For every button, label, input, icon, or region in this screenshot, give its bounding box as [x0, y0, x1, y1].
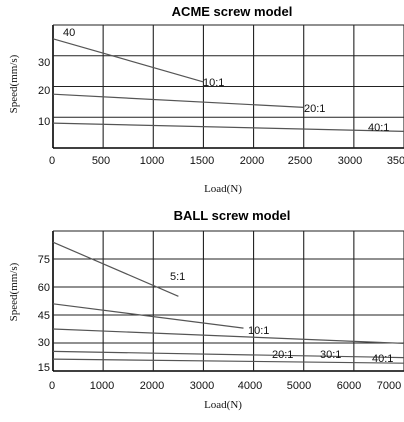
ball-x-tick-6000: 6000	[337, 380, 361, 392]
acme-y-tick-10: 10	[38, 116, 50, 128]
ball-series-line-5	[52, 358, 404, 364]
ball-y-tick-75: 75	[38, 254, 50, 266]
ball-series-group	[52, 241, 404, 364]
acme-x-tick-3000: 3000	[338, 155, 362, 167]
acme-gridlines	[53, 24, 404, 148]
acme-y-tick-20: 20	[38, 85, 50, 97]
acme-x-tick-2500: 2500	[288, 155, 312, 167]
acme-series-group	[52, 38, 404, 132]
ball-y-tick-30: 30	[38, 337, 50, 349]
ball-x-tick-0: 0	[49, 380, 55, 392]
ball-chart-title: BALL screw model	[174, 208, 291, 223]
ball-chart: BALL screw model Speed(mm/s) Load(N) 75 …	[8, 208, 404, 411]
ball-series-label-40-1: 40:1	[372, 353, 393, 365]
ball-y-tick-15: 15	[38, 362, 50, 374]
ball-series-line-1	[52, 241, 179, 297]
ball-series-label-5-1: 5:1	[170, 271, 185, 283]
acme-series-line-1	[52, 38, 204, 83]
acme-x-tick-1000: 1000	[140, 155, 164, 167]
ball-gridlines	[53, 230, 404, 371]
acme-series-label-40-1: 40:1	[368, 122, 389, 134]
ball-y-axis-label: Speed(mm/s)	[8, 262, 20, 321]
ball-series-label-10-1: 10:1	[248, 325, 269, 337]
acme-x-tick-500: 500	[92, 155, 110, 167]
acme-series-label-10-1: 10:1	[203, 77, 224, 89]
acme-x-tick-1500: 1500	[190, 155, 214, 167]
acme-x-tick-2000: 2000	[240, 155, 264, 167]
ball-y-tick-60: 60	[38, 282, 50, 294]
acme-series-line-2	[52, 93, 304, 108]
acme-y-tick-40: 40	[63, 27, 75, 39]
ball-x-tick-3000: 3000	[190, 380, 214, 392]
acme-chart-title: ACME screw model	[172, 4, 293, 19]
acme-y-axis-label: Speed(mm/s)	[8, 54, 20, 113]
ball-series-line-4	[52, 350, 404, 359]
ball-x-tick-1000: 1000	[90, 380, 114, 392]
ball-x-tick-7000: 7000	[377, 380, 401, 392]
ball-x-axis-label: Load(N)	[204, 399, 242, 411]
acme-x-tick-3500: 350	[387, 155, 404, 167]
ball-series-line-3	[52, 328, 404, 344]
ball-y-tick-45: 45	[38, 310, 50, 322]
ball-series-label-30-1: 30:1	[320, 349, 341, 361]
ball-x-tick-4000: 4000	[238, 380, 262, 392]
acme-x-tick-0: 0	[49, 155, 55, 167]
acme-series-label-20-1: 20:1	[304, 103, 325, 115]
acme-x-axis-label: Load(N)	[204, 183, 242, 195]
ball-x-tick-2000: 2000	[140, 380, 164, 392]
ball-series-label-20-1: 20:1	[272, 349, 293, 361]
acme-series-line-3	[52, 122, 404, 132]
ball-series-line-2	[52, 303, 244, 329]
acme-chart: ACME screw model Speed(mm/s) Load(N) 40 …	[8, 4, 404, 195]
ball-x-tick-5000: 5000	[287, 380, 311, 392]
acme-y-tick-30: 30	[38, 57, 50, 69]
